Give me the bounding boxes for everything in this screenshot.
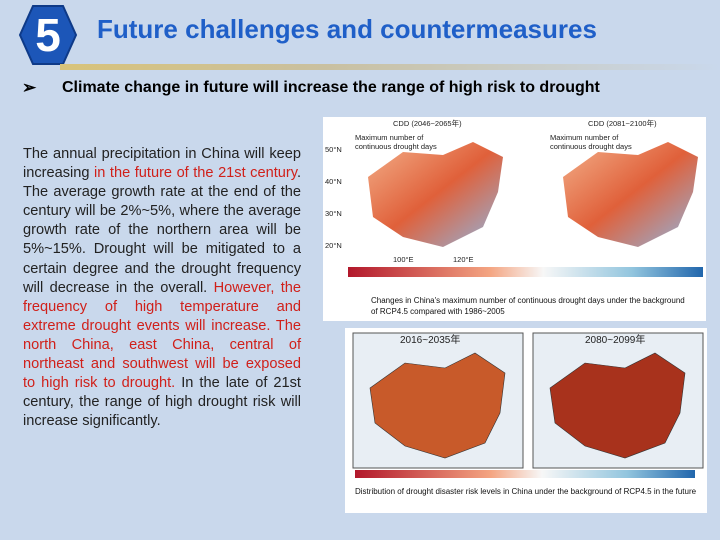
- section-number: 5: [35, 9, 61, 61]
- text-run: in the future of the 21st century: [94, 165, 297, 182]
- text-run: . The average growth rate at the end of …: [23, 165, 302, 296]
- lat-label: 40°N: [325, 177, 342, 186]
- lon-label: 100°E: [393, 255, 414, 264]
- figure-maps: [348, 142, 703, 277]
- figure-maps: [352, 332, 704, 478]
- lat-label: 20°N: [325, 241, 342, 250]
- figure: CDD (2046~2065年) Maximum number of contin…: [323, 117, 706, 321]
- body-text: The annual precipitation in China will k…: [23, 145, 301, 431]
- panel-label: Maximum number of continuous drought day…: [355, 133, 437, 151]
- text-run: However, the frequency of high temperatu…: [23, 279, 301, 392]
- lat-label: 30°N: [325, 209, 342, 218]
- lat-label: 50°N: [325, 145, 342, 154]
- figure: 2016~2035年 2080~2099年 Distribution of drou…: [345, 328, 707, 513]
- panel-period: 2080~2099年: [585, 335, 646, 346]
- title-rule: [60, 64, 720, 70]
- slide-title: Future challenges and countermeasures: [97, 14, 597, 44]
- panel-period: 2016~2035年: [400, 335, 461, 346]
- figure-caption: Distribution of drought disaster risk le…: [355, 487, 697, 496]
- panel-label: Maximum number of continuous drought day…: [550, 133, 632, 151]
- panel-period: CDD (2081~2100年): [588, 119, 657, 128]
- lon-label: 120°E: [453, 255, 474, 264]
- bullet-heading: Climate change in future will increase t…: [62, 79, 600, 96]
- panel-period: CDD (2046~2065年): [393, 119, 462, 128]
- figure-caption: Changes in China's maximum number of con…: [371, 296, 685, 316]
- bullet-icon: ➢: [22, 78, 37, 97]
- text-run: The annual precipitation in China will k…: [23, 146, 301, 182]
- text-run: In the late of 21st century, the range o…: [23, 375, 301, 430]
